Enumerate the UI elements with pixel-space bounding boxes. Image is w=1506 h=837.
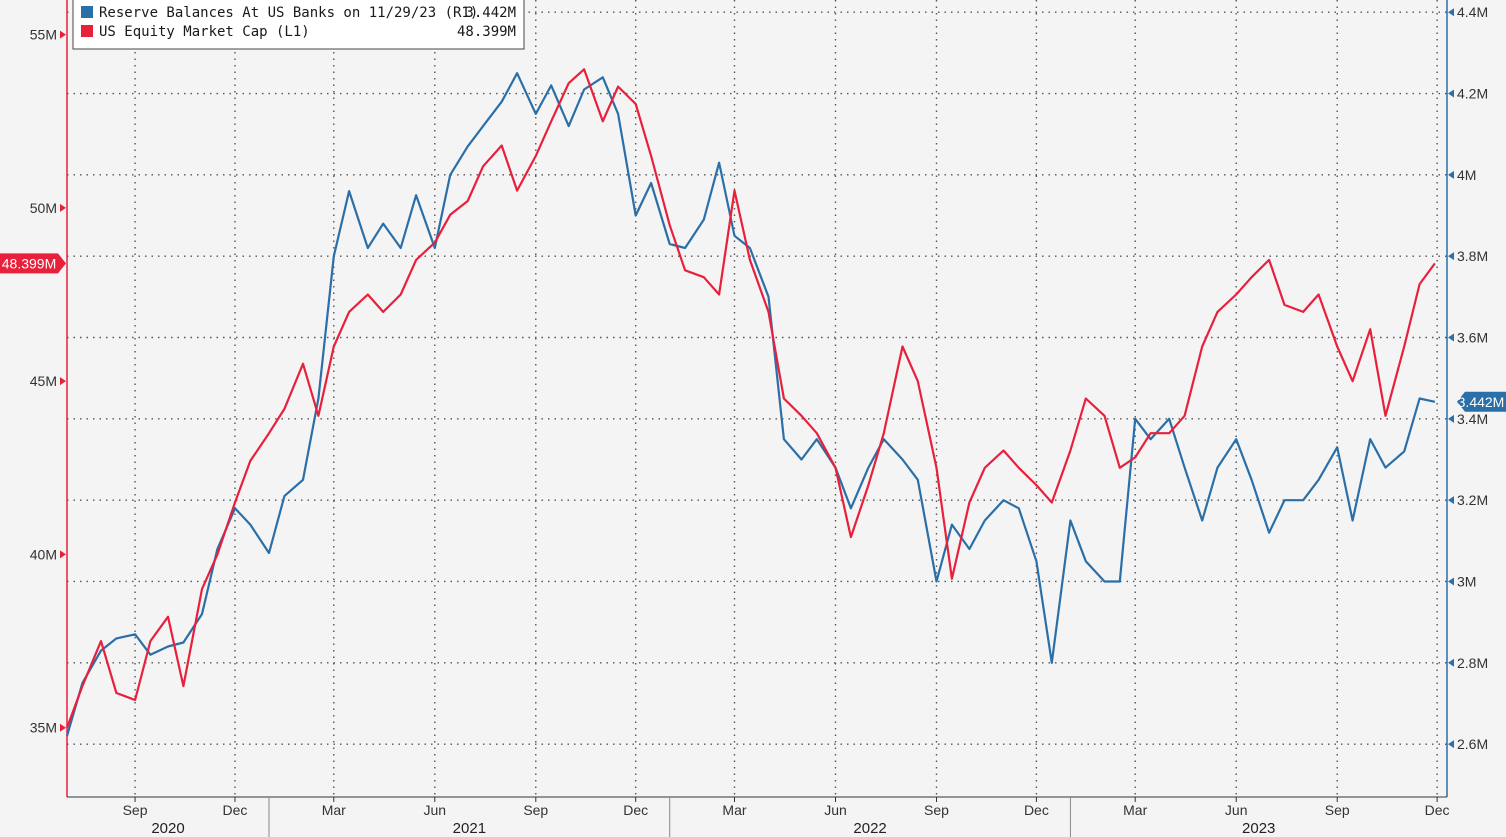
left-badge [0,253,66,274]
x-year-label: 2020 [151,820,184,837]
left-tick-marker [60,30,66,39]
x-year-label: 2021 [453,820,486,837]
left-tick-marker [60,203,66,212]
right-tick-label: 2.8M [1457,655,1488,671]
left-tick-label: 50M [30,200,57,216]
last-value-badges: 48.399M 3.442M [0,253,1506,412]
x-month-label: Dec [1024,802,1049,818]
right-tick-marker [1448,414,1454,423]
right-tick-marker [1448,658,1454,667]
reserve-balances-line [65,72,1436,737]
x-month-label: Mar [1123,802,1147,818]
right-tick-marker [1448,333,1454,342]
axes: 35M 40M 45M 50M 55M 2.6M 2.8M 3M 3.2M 3.4M 3.6M 3.8… [30,0,1488,837]
right-tick-label: 3M [1457,573,1476,589]
x-year-label: 2022 [853,820,886,837]
right-tick-marker [1448,496,1454,505]
x-month-label: Jun [1225,802,1248,818]
x-month-label: Mar [322,802,346,818]
right-tick-label: 4.4M [1457,4,1488,20]
left-tick-label: 35M [30,720,57,736]
x-month-label: Jun [824,802,847,818]
x-month-label: Mar [722,802,746,818]
legend-swatch [81,6,93,18]
x-month-label: Sep [523,802,548,818]
right-tick-label: 3.4M [1457,411,1488,427]
right-badge [1457,391,1506,412]
legend-swatch [81,25,93,37]
right-tick-label: 2.6M [1457,736,1488,752]
left-tick-marker [60,377,66,386]
gridlines [67,0,1447,797]
x-month-label: Dec [1425,802,1450,818]
legend-value: 3.442M [465,5,516,21]
x-month-label: Sep [123,802,148,818]
left-badge-label: 48.399M [2,255,56,271]
legend-value: 48.399M [457,24,516,40]
left-tick-label: 45M [30,373,57,389]
legend: Reserve Balances At US Banks on 11/29/23… [72,0,525,50]
x-year-label: 2023 [1242,820,1275,837]
right-tick-label: 4.2M [1457,86,1488,102]
right-tick-marker [1448,740,1454,749]
legend-label: Reserve Balances At US Banks on 11/29/23… [99,5,478,21]
x-month-label: Sep [924,802,949,818]
right-badge-label: 3.442M [1458,394,1505,410]
right-tick-marker [1448,252,1454,261]
x-month-label: Sep [1325,802,1350,818]
right-tick-marker [1448,170,1454,179]
legend-label: US Equity Market Cap (L1) [99,24,310,40]
x-month-label: Jun [423,802,446,818]
equity-market-cap-line [65,68,1436,729]
right-tick-label: 3.6M [1457,330,1488,346]
left-tick-label: 40M [30,546,57,562]
x-month-label: Dec [223,802,248,818]
left-tick-label: 55M [30,27,57,43]
left-tick-marker [60,550,66,559]
legend-box [72,0,525,50]
series-lines [65,68,1436,737]
left-tick-marker [60,723,66,732]
right-tick-marker [1448,89,1454,98]
right-tick-label: 4M [1457,167,1476,183]
right-tick-marker [1448,577,1454,586]
right-tick-label: 3.2M [1457,492,1488,508]
right-tick-label: 3.8M [1457,248,1488,264]
x-month-label: Dec [623,802,648,818]
right-tick-marker [1448,8,1454,17]
